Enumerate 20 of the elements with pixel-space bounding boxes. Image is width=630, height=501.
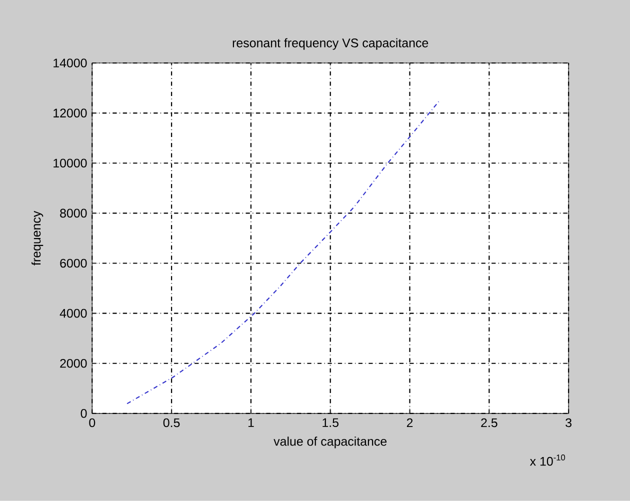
y-axis-title: frequency bbox=[32, 210, 44, 266]
x-tick-label: 1 bbox=[248, 418, 254, 427]
chart-title: resonant frequency VS capacitance bbox=[232, 38, 428, 50]
y-tick-label: 14000 bbox=[54, 58, 87, 68]
x-tick-label: 0 bbox=[89, 418, 96, 428]
x-axis-title: value of capacitance bbox=[274, 436, 387, 448]
y-tick-label: 2000 bbox=[60, 359, 87, 368]
line-series bbox=[126, 100, 440, 404]
y-tick-label: 6000 bbox=[60, 258, 87, 268]
y-tick-label: 12000 bbox=[54, 108, 87, 118]
x-tick-label: 3 bbox=[566, 418, 572, 428]
x-tick-label: 2.5 bbox=[481, 418, 498, 428]
y-tick-label: 8000 bbox=[60, 208, 87, 218]
x-tick-label: 2 bbox=[406, 418, 413, 428]
y-tick-label: 0 bbox=[80, 409, 87, 418]
x-tick-label: 1.5 bbox=[322, 418, 338, 428]
text: x 10$^{-10}$ bbox=[530, 454, 566, 466]
x-tick-label: 0.5 bbox=[163, 418, 180, 428]
y-tick-label: 10000 bbox=[54, 158, 87, 168]
y-tick-label: 4000 bbox=[60, 308, 87, 318]
